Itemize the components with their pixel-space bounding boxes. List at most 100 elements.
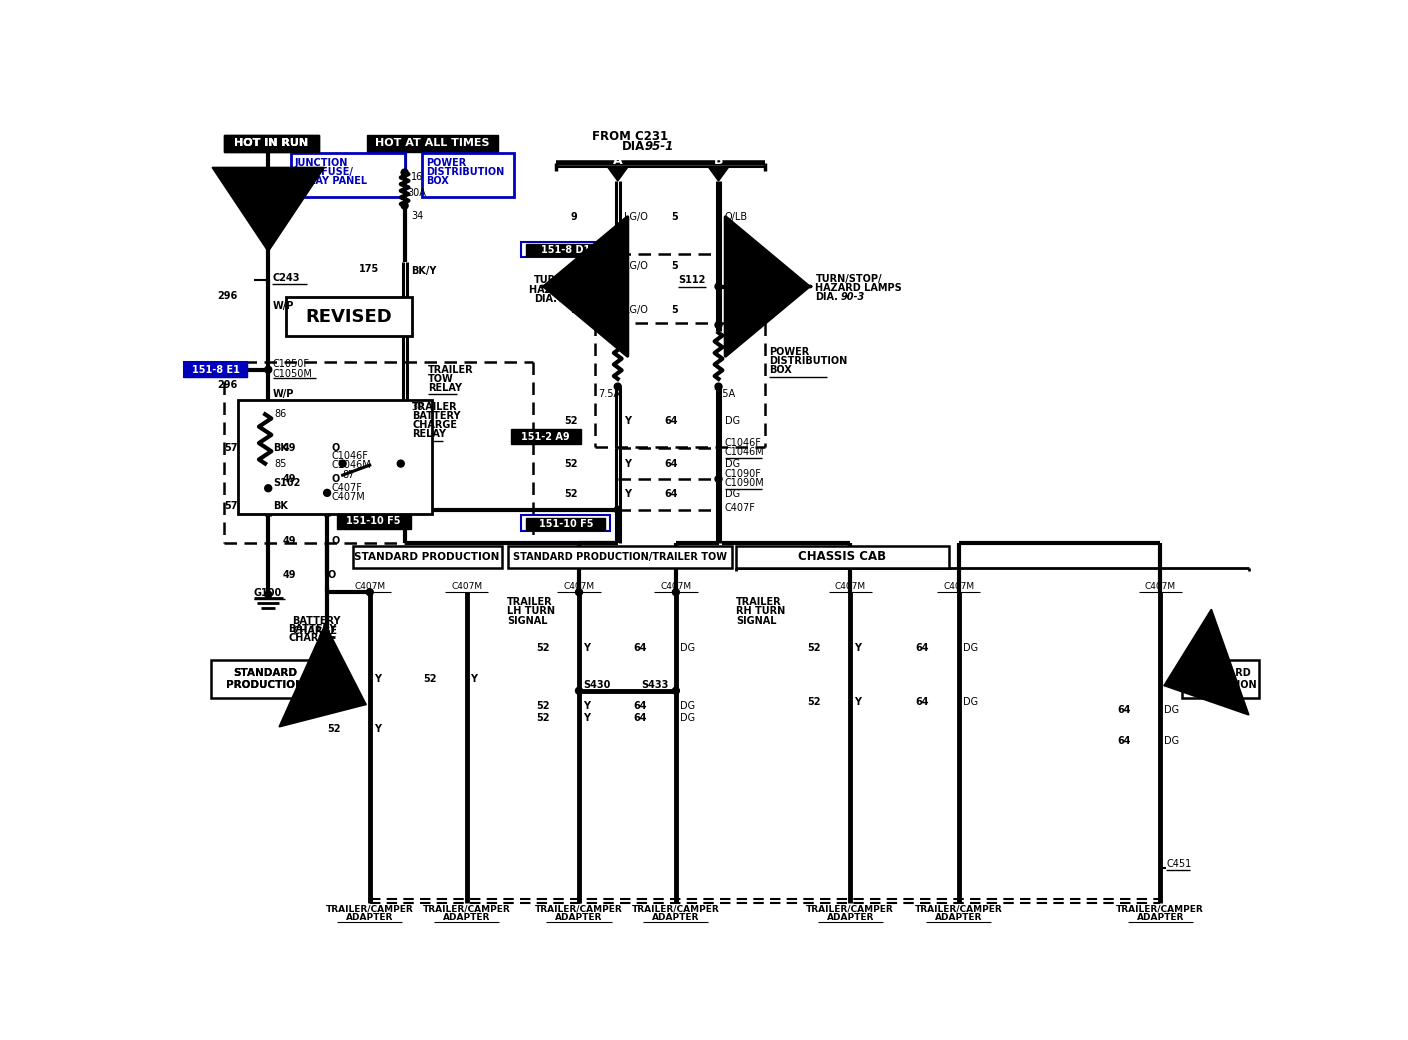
Text: 7.5A: 7.5A bbox=[598, 389, 621, 399]
Text: O: O bbox=[327, 570, 335, 580]
Circle shape bbox=[265, 170, 272, 176]
Text: RELAY: RELAY bbox=[428, 383, 462, 393]
Text: C1090F: C1090F bbox=[725, 469, 762, 478]
Text: SIGNAL: SIGNAL bbox=[736, 616, 777, 626]
Text: 64: 64 bbox=[1118, 705, 1131, 716]
Bar bbox=[366, 135, 498, 152]
Text: RH TURN: RH TURN bbox=[736, 606, 786, 617]
Text: 52: 52 bbox=[327, 724, 341, 734]
Text: ADAPTER: ADAPTER bbox=[1136, 913, 1184, 921]
Text: C1046M: C1046M bbox=[725, 447, 765, 457]
Text: ADAPTER: ADAPTER bbox=[652, 913, 700, 921]
Circle shape bbox=[324, 490, 331, 496]
Text: HOT AT ALL TIMES: HOT AT ALL TIMES bbox=[376, 138, 490, 149]
Text: 10A: 10A bbox=[270, 187, 290, 198]
Text: BATTERY: BATTERY bbox=[289, 624, 337, 634]
Circle shape bbox=[265, 591, 272, 598]
Text: C407M: C407M bbox=[355, 582, 386, 592]
Text: 151-2 A9: 151-2 A9 bbox=[521, 432, 570, 442]
Text: LH TURN: LH TURN bbox=[507, 606, 555, 617]
Text: DG: DG bbox=[963, 697, 977, 707]
Text: S112: S112 bbox=[679, 276, 705, 285]
Text: HOT IN RUN: HOT IN RUN bbox=[234, 138, 308, 149]
Text: 52: 52 bbox=[327, 674, 341, 684]
Text: 49: 49 bbox=[283, 443, 296, 453]
Circle shape bbox=[614, 283, 621, 290]
Text: 90-3: 90-3 bbox=[559, 294, 583, 304]
Text: DG: DG bbox=[1164, 736, 1180, 746]
Polygon shape bbox=[608, 167, 628, 181]
Text: 64: 64 bbox=[665, 459, 679, 469]
Text: Y: Y bbox=[624, 490, 631, 499]
Text: BOX: BOX bbox=[427, 176, 449, 186]
Text: 57: 57 bbox=[224, 501, 238, 511]
Text: 52: 52 bbox=[565, 459, 577, 469]
Text: O/LB: O/LB bbox=[725, 212, 748, 223]
Text: Y: Y bbox=[624, 416, 631, 426]
Text: 52: 52 bbox=[424, 674, 436, 684]
Text: 95-1: 95-1 bbox=[645, 139, 674, 153]
Bar bbox=[211, 660, 320, 699]
Text: CHARGE: CHARGE bbox=[289, 633, 334, 644]
Text: 151-8 E1: 151-8 E1 bbox=[191, 365, 239, 374]
Text: 1: 1 bbox=[601, 326, 607, 335]
Text: 52: 52 bbox=[807, 644, 821, 653]
Text: STANDARD PRODUCTION: STANDARD PRODUCTION bbox=[355, 552, 500, 562]
Text: TRAILER: TRAILER bbox=[413, 401, 458, 412]
Bar bbox=[521, 515, 610, 530]
Text: BOX: BOX bbox=[769, 365, 791, 375]
Text: BK: BK bbox=[273, 501, 287, 511]
Text: TRAILER/CAMPER: TRAILER/CAMPER bbox=[807, 904, 894, 913]
Bar bbox=[735, 546, 949, 568]
Text: ADAPTER: ADAPTER bbox=[346, 913, 393, 921]
Text: SIGNAL: SIGNAL bbox=[507, 616, 548, 626]
Text: TRAILER: TRAILER bbox=[507, 597, 552, 607]
Circle shape bbox=[715, 475, 722, 483]
Text: Y: Y bbox=[373, 724, 380, 734]
Text: TURN/STOP/: TURN/STOP/ bbox=[815, 274, 881, 284]
Text: ADAPTER: ADAPTER bbox=[444, 913, 490, 921]
Bar bbox=[224, 135, 318, 152]
Circle shape bbox=[673, 687, 680, 695]
Text: BK: BK bbox=[273, 443, 287, 453]
Text: G100: G100 bbox=[253, 588, 282, 598]
Text: CHASSIS CAB: CHASSIS CAB bbox=[798, 550, 887, 564]
Text: A: A bbox=[612, 155, 622, 167]
Text: C1046M: C1046M bbox=[331, 460, 370, 470]
Text: STANDARD
PRODUCTION: STANDARD PRODUCTION bbox=[227, 669, 304, 690]
Text: BATTERY: BATTERY bbox=[413, 411, 460, 421]
Text: W/P: W/P bbox=[273, 389, 294, 399]
Bar bbox=[224, 135, 318, 152]
Text: 57: 57 bbox=[224, 443, 238, 453]
Bar bbox=[290, 153, 406, 198]
Text: 9: 9 bbox=[570, 305, 577, 314]
Text: 5: 5 bbox=[742, 276, 749, 285]
Text: S102: S102 bbox=[273, 477, 301, 488]
Text: BK/Y: BK/Y bbox=[411, 266, 436, 276]
Text: C407M: C407M bbox=[331, 493, 365, 502]
Text: 86: 86 bbox=[275, 410, 287, 419]
Text: HAZARD LAMPS: HAZARD LAMPS bbox=[815, 283, 903, 293]
Text: HAZARD LAMPS: HAZARD LAMPS bbox=[528, 285, 615, 294]
Text: 87: 87 bbox=[342, 470, 355, 480]
Text: 64: 64 bbox=[1118, 736, 1131, 746]
Text: O/LB: O/LB bbox=[742, 285, 765, 294]
Text: 7.5A: 7.5A bbox=[712, 389, 735, 399]
Text: O: O bbox=[331, 536, 339, 546]
Text: 151-10 F5: 151-10 F5 bbox=[539, 519, 593, 528]
Text: 49: 49 bbox=[283, 536, 296, 546]
Circle shape bbox=[715, 383, 722, 390]
Text: DG: DG bbox=[725, 490, 739, 499]
Text: 296: 296 bbox=[218, 380, 238, 390]
Text: DISTRIBUTION: DISTRIBUTION bbox=[769, 356, 848, 366]
Text: O: O bbox=[331, 474, 339, 484]
Text: ADAPTER: ADAPTER bbox=[826, 913, 874, 921]
Circle shape bbox=[265, 202, 272, 209]
Bar bbox=[508, 546, 732, 568]
Text: ADAPTER: ADAPTER bbox=[555, 913, 603, 921]
Text: C407M: C407M bbox=[943, 582, 974, 592]
Circle shape bbox=[339, 460, 346, 467]
Text: S430: S430 bbox=[583, 680, 610, 691]
Text: TRAILER: TRAILER bbox=[736, 597, 781, 607]
Text: 34: 34 bbox=[411, 211, 422, 220]
